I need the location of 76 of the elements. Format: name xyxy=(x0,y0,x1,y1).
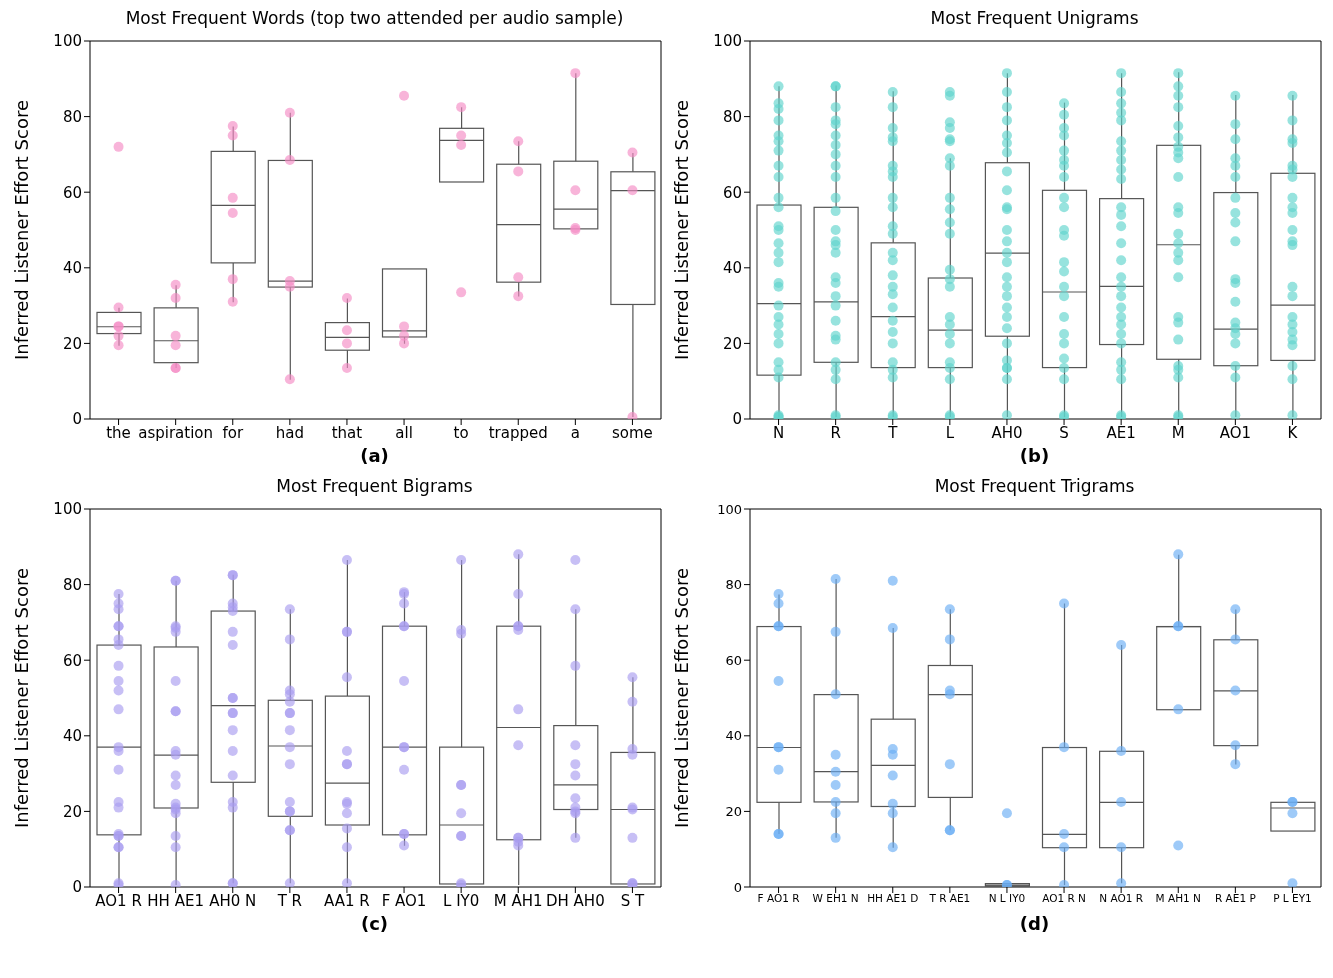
x-tick-label: M xyxy=(1171,423,1185,442)
x-tick-label: AO1 R N xyxy=(1042,892,1086,905)
x-tick-label: to xyxy=(453,423,469,442)
x-tick-label: F AO1 xyxy=(381,891,427,910)
y-axis-title: Inferred Listener Effort Score xyxy=(671,568,693,828)
x-tick-label: HH AE1 D xyxy=(867,892,919,905)
y-tick-label: 20 xyxy=(722,334,742,353)
y-tick-label: 0 xyxy=(72,410,82,429)
x-tick-label: AA1 R xyxy=(324,891,370,910)
y-tick-label: 80 xyxy=(62,107,82,126)
x-tick-label: that xyxy=(331,423,363,442)
x-tick-label: AH0 N xyxy=(209,891,257,910)
x-tick-label: P L EY1 xyxy=(1273,892,1312,905)
x-tick-label: M AH1 xyxy=(493,891,543,910)
y-tick-label: 0 xyxy=(733,879,742,895)
x-tick-label: S xyxy=(1059,423,1069,442)
x-tick-label: AH0 xyxy=(991,423,1023,442)
y-tick-label: 20 xyxy=(725,804,742,820)
x-tick-label: N L IY0 xyxy=(988,892,1026,905)
x-tick-label: T R xyxy=(276,891,303,910)
x-axis-title: (d) xyxy=(1018,913,1051,934)
y-tick-label: 40 xyxy=(62,259,82,278)
y-tick-label: 60 xyxy=(62,651,82,670)
y-tick-label: 0 xyxy=(72,878,82,897)
y-tick-label: 20 xyxy=(62,802,82,821)
chart-title: Most Frequent Unigrams xyxy=(929,8,1140,30)
x-tick-label: R AE1 P xyxy=(1214,892,1256,905)
x-tick-label: all xyxy=(395,423,413,442)
x-tick-label: trapped xyxy=(488,423,548,442)
chart-title: Most Frequent Bigrams xyxy=(275,476,474,498)
x-tick-label: R xyxy=(830,423,841,442)
y-tick-label: 60 xyxy=(725,652,742,668)
x-tick-label: T R AE1 xyxy=(928,892,971,905)
x-tick-label: N AO1 R xyxy=(1099,892,1144,905)
x-tick-label: AO1 xyxy=(1219,423,1252,442)
x-tick-label: K xyxy=(1287,423,1299,442)
x-tick-label: M AH1 N xyxy=(1155,892,1201,905)
x-tick-label: L xyxy=(945,423,955,442)
x-tick-label: for xyxy=(222,423,244,442)
y-tick-label: 100 xyxy=(53,32,82,51)
x-tick-label: HH AE1 xyxy=(147,891,204,910)
y-tick-label: 40 xyxy=(62,727,82,746)
y-tick-label: 40 xyxy=(722,259,742,278)
y-axis-title: Inferred Listener Effort Score xyxy=(11,568,33,828)
chart-title: Most Frequent Words (top two attended per audio sample) xyxy=(124,8,625,30)
y-tick-label: 100 xyxy=(717,501,742,517)
y-axis-title: Inferred Listener Effort Score xyxy=(671,100,693,360)
x-tick-label: some xyxy=(612,423,653,442)
chart-title: Most Frequent Trigrams xyxy=(933,476,1136,498)
y-tick-label: 80 xyxy=(722,107,742,126)
x-axis-title: (b) xyxy=(1018,445,1051,466)
y-tick-label: 80 xyxy=(725,577,742,593)
y-tick-label: 100 xyxy=(713,32,742,51)
x-tick-label: AE1 xyxy=(1106,423,1136,442)
y-tick-label: 40 xyxy=(725,728,742,744)
x-axis-title: (a) xyxy=(359,445,390,466)
y-tick-label: 60 xyxy=(62,183,82,202)
y-tick-label: 80 xyxy=(62,575,82,594)
y-tick-label: 100 xyxy=(53,500,82,519)
x-tick-label: W EH1 N xyxy=(812,892,859,905)
x-tick-label: N xyxy=(772,423,785,442)
y-tick-label: 20 xyxy=(62,334,82,353)
x-tick-label: DH AH0 xyxy=(546,891,605,910)
x-tick-label: AO1 R xyxy=(95,891,142,910)
y-axis-title: Inferred Listener Effort Score xyxy=(11,100,33,360)
x-tick-label: T xyxy=(887,423,899,442)
x-tick-label: a xyxy=(570,423,580,442)
y-tick-label: 60 xyxy=(722,183,742,202)
x-tick-label: had xyxy=(275,423,304,442)
y-tick-label: 0 xyxy=(732,410,742,429)
x-tick-label: F AO1 R xyxy=(757,892,800,905)
x-tick-label: the xyxy=(106,423,131,442)
x-tick-label: S T xyxy=(620,891,646,910)
x-tick-label: L IY0 xyxy=(443,891,480,910)
x-tick-label: aspiration xyxy=(138,423,214,442)
x-axis-title: (c) xyxy=(359,913,390,934)
